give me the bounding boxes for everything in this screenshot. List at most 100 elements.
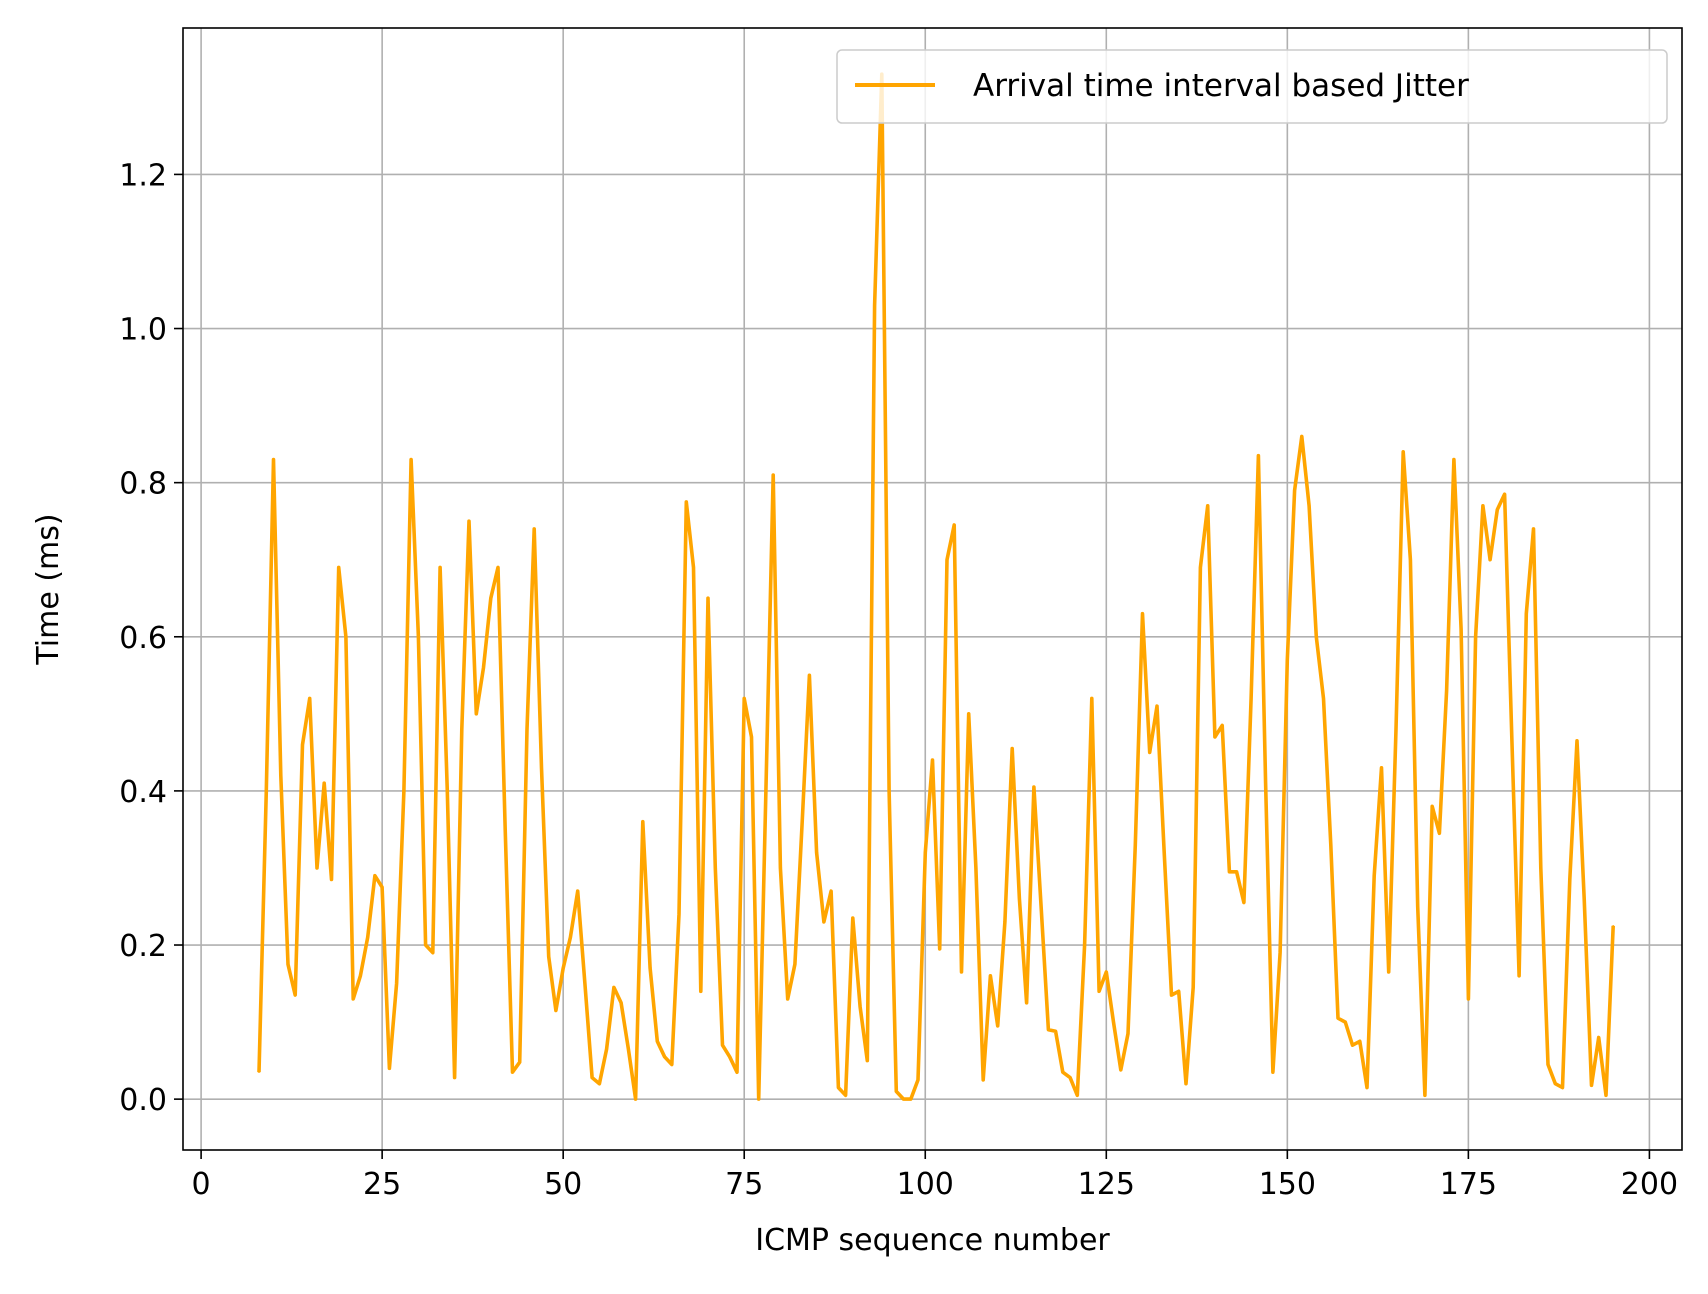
data-point [801, 820, 803, 823]
data-point [1279, 951, 1281, 954]
data-point [301, 743, 304, 746]
y-tick-label: 0.2 [119, 929, 167, 964]
data-point [1163, 851, 1165, 854]
data-point [1127, 1032, 1129, 1035]
data-point [287, 963, 289, 966]
data-point [598, 1082, 601, 1085]
data-point [294, 994, 297, 996]
data-point [1445, 689, 1448, 692]
data-point [1235, 871, 1238, 873]
data-point [1547, 1063, 1549, 1066]
data-point [859, 1005, 861, 1008]
data-point [1156, 705, 1158, 707]
x-tick-label: 150 [1259, 1167, 1316, 1202]
data-point [989, 975, 992, 977]
data-point [1569, 878, 1571, 881]
data-point [960, 971, 963, 973]
ticks: 0 25 50 75 100 125 150 175 200 0.0 0.2 0.4 0.6 0.8 1.0… [119, 158, 1678, 1202]
series-line-0 [257, 72, 1615, 1101]
data-point [815, 851, 818, 854]
data-point [982, 1079, 984, 1081]
data-point [794, 963, 796, 966]
data-point [1018, 898, 1021, 900]
data-point [663, 1056, 666, 1058]
data-point [569, 936, 572, 939]
data-point [1170, 994, 1173, 996]
data-point [1373, 874, 1375, 877]
data-point [1438, 832, 1441, 835]
data-point [1337, 1017, 1339, 1019]
data-point [533, 528, 535, 530]
data-point [1105, 971, 1108, 973]
data-point [1120, 1069, 1122, 1071]
data-point [678, 913, 680, 915]
data-point [1221, 724, 1223, 727]
data-point [1554, 1082, 1557, 1085]
x-axis-label: ICMP sequence number [755, 1223, 1110, 1258]
data-point [1496, 508, 1499, 511]
data-point [837, 1086, 840, 1089]
data-point [424, 944, 427, 946]
data-point [1467, 998, 1470, 1000]
data-point [649, 967, 651, 969]
data-point [1424, 1094, 1426, 1097]
y-tick-label: 1.2 [119, 158, 167, 193]
data-point [1286, 659, 1289, 661]
data-point [888, 790, 890, 792]
data-point [953, 524, 955, 526]
data-point [1453, 458, 1455, 461]
plot-data [257, 72, 1615, 1101]
data-point [1460, 628, 1462, 630]
data-point [1091, 697, 1093, 700]
data-point [620, 1002, 622, 1004]
data-point [786, 998, 789, 1000]
data-point [1503, 493, 1506, 496]
data-point [924, 851, 927, 854]
data-point [750, 736, 753, 738]
data-point [772, 474, 774, 476]
data-point [671, 1063, 673, 1066]
x-tick-label: 100 [897, 1167, 954, 1202]
data-point [1308, 505, 1310, 507]
data-point [308, 697, 311, 700]
data-point [1409, 558, 1412, 561]
data-point [1243, 901, 1245, 904]
data-point [1540, 867, 1542, 869]
legend: Arrival time interval based Jitter [836, 49, 1668, 124]
data-point [576, 890, 579, 892]
data-point [1214, 736, 1216, 738]
data-point [707, 597, 709, 599]
data-point [540, 767, 543, 769]
data-point [642, 820, 644, 823]
data-point [1025, 1002, 1028, 1004]
data-point [475, 713, 478, 715]
data-point [975, 867, 977, 869]
data-point [461, 728, 463, 731]
x-tick-label: 0 [192, 1167, 211, 1202]
data-point [967, 713, 970, 715]
data-point [627, 1048, 630, 1050]
data-point [337, 566, 340, 569]
data-point [1576, 740, 1578, 742]
data-point [323, 782, 326, 784]
data-point [1597, 1036, 1600, 1039]
data-point [1293, 489, 1296, 492]
x-tick-label: 25 [363, 1167, 401, 1202]
data-point [1561, 1086, 1564, 1089]
data-point [1590, 1084, 1593, 1087]
data-point [634, 1098, 637, 1100]
data-point [852, 917, 854, 919]
data-point [417, 636, 420, 638]
y-tick-label: 0.4 [119, 775, 167, 810]
data-point [1062, 1071, 1064, 1073]
data-point [1532, 528, 1535, 530]
legend-label: Arrival time interval based Jitter [973, 68, 1469, 104]
data-point [1315, 636, 1318, 638]
data-point [410, 458, 412, 461]
legend-box [836, 49, 1668, 124]
y-tick-label: 0.8 [119, 467, 167, 502]
data-point [721, 1044, 724, 1046]
data-point [1474, 636, 1477, 638]
data-point [1366, 1086, 1368, 1089]
